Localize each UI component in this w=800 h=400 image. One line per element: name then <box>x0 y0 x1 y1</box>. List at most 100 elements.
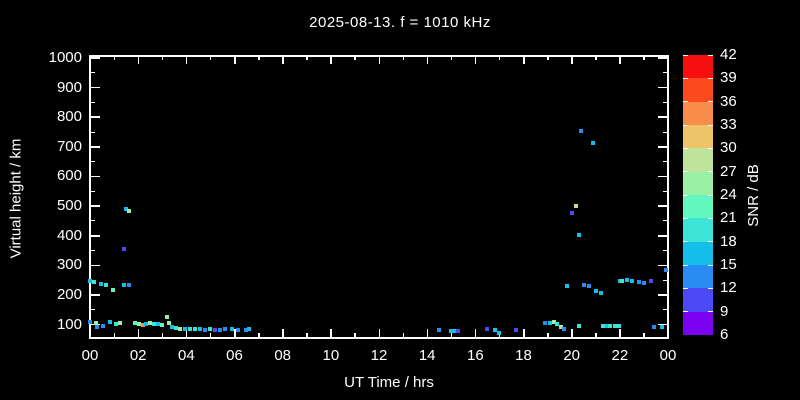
x-minor-tick-top <box>450 56 453 60</box>
colorbar-segment <box>683 148 713 172</box>
data-point <box>625 277 630 282</box>
x-minor-tick <box>402 333 405 337</box>
data-point <box>576 232 581 237</box>
x-major-tick-top <box>137 56 140 64</box>
colorbar-notch-left <box>683 217 688 219</box>
y-minor-tick-right <box>663 220 667 222</box>
y-major-tick-right <box>658 175 667 178</box>
plot-area <box>89 55 669 339</box>
y-minor-tick <box>91 220 95 222</box>
data-point <box>98 281 103 286</box>
colorbar-segment <box>683 55 713 79</box>
data-point <box>543 320 548 325</box>
colorbar-segment <box>683 265 713 289</box>
colorbar-segment <box>683 78 713 102</box>
y-tick-label: 500 <box>56 197 82 215</box>
colorbar-tick-label: 27 <box>720 162 737 180</box>
data-point <box>110 287 115 292</box>
data-point <box>551 319 556 324</box>
colorbar-notch-right <box>708 124 713 126</box>
data-point <box>178 326 183 331</box>
colorbar-tick-label: 42 <box>720 46 737 63</box>
data-point <box>160 322 165 327</box>
data-point <box>616 323 621 328</box>
x-tick-label: 22 <box>611 347 629 364</box>
data-point <box>107 319 112 324</box>
y-minor-tick-right <box>663 72 667 74</box>
x-tick-label: 16 <box>466 347 484 364</box>
x-tick-label: 00 <box>81 347 99 364</box>
y-major-tick-right <box>658 264 667 267</box>
y-major-tick <box>91 323 100 326</box>
y-tick-label: 600 <box>56 167 82 185</box>
data-point <box>456 329 461 334</box>
data-point <box>649 278 654 283</box>
y-minor-tick <box>91 101 95 103</box>
data-point <box>651 324 656 329</box>
data-point <box>126 282 131 287</box>
colorbar-notch-right <box>708 54 713 56</box>
colorbar-notch-left <box>683 124 688 126</box>
colorbar-tick-label: 36 <box>720 92 737 110</box>
data-point <box>88 278 92 283</box>
y-tick-label: 300 <box>56 256 82 274</box>
x-tick-label: 04 <box>177 347 195 364</box>
colorbar-tick-label: 15 <box>720 256 737 273</box>
y-major-tick <box>91 264 100 267</box>
y-major-tick <box>91 235 100 237</box>
data-point <box>637 279 642 284</box>
x-minor-tick-top <box>354 56 356 60</box>
y-minor-tick <box>91 72 95 74</box>
y-minor-tick-right <box>663 309 667 311</box>
x-major-tick-top <box>185 56 188 64</box>
x-major-tick <box>185 329 188 337</box>
colorbar-notch-left <box>683 264 688 266</box>
x-minor-tick <box>258 333 260 337</box>
x-minor-tick <box>113 333 116 337</box>
data-point <box>118 320 123 325</box>
data-point <box>600 323 605 328</box>
data-point <box>659 324 664 329</box>
colorbar-tick-label: 30 <box>720 139 737 157</box>
data-point <box>579 128 584 133</box>
colorbar-segment <box>683 241 713 265</box>
colorbar-notch-left <box>683 54 688 56</box>
data-point <box>173 325 178 330</box>
data-point <box>212 328 217 333</box>
colorbar-segment <box>683 288 713 312</box>
x-major-tick-top <box>474 56 477 64</box>
data-point <box>166 320 171 325</box>
colorbar-tick-label: 24 <box>720 186 737 203</box>
colorbar-tick-label: 33 <box>720 116 737 133</box>
colorbar-notch-right <box>708 147 713 149</box>
colorbar-segment <box>683 218 713 242</box>
colorbar-notch-right <box>708 171 713 173</box>
y-major-tick <box>91 294 100 296</box>
x-major-tick <box>89 329 91 337</box>
data-point <box>620 278 625 283</box>
y-major-tick <box>91 57 100 59</box>
y-tick-label: 200 <box>56 286 82 304</box>
x-tick-label: 18 <box>515 347 532 364</box>
y-tick-label: 700 <box>56 137 82 155</box>
data-point <box>663 267 668 272</box>
colorbar-tick-label: 9 <box>720 302 729 320</box>
x-minor-tick-top <box>595 56 597 60</box>
colorbar-segment <box>683 101 713 125</box>
y-minor-tick-right <box>663 279 667 281</box>
data-point <box>581 282 586 287</box>
y-major-tick-right <box>658 235 667 237</box>
x-minor-tick-top <box>161 56 164 60</box>
data-point <box>492 328 497 333</box>
data-point <box>95 324 100 329</box>
data-point <box>230 327 235 332</box>
colorbar-notch-left <box>683 147 688 149</box>
y-major-tick-right <box>658 116 667 118</box>
y-major-tick-right <box>658 57 667 59</box>
colorbar-notch-right <box>708 311 713 313</box>
x-minor-tick <box>547 333 549 337</box>
x-major-tick-top <box>234 56 236 64</box>
y-minor-tick-right <box>663 161 667 163</box>
x-minor-tick <box>161 333 164 337</box>
colorbar-segment <box>683 171 713 195</box>
